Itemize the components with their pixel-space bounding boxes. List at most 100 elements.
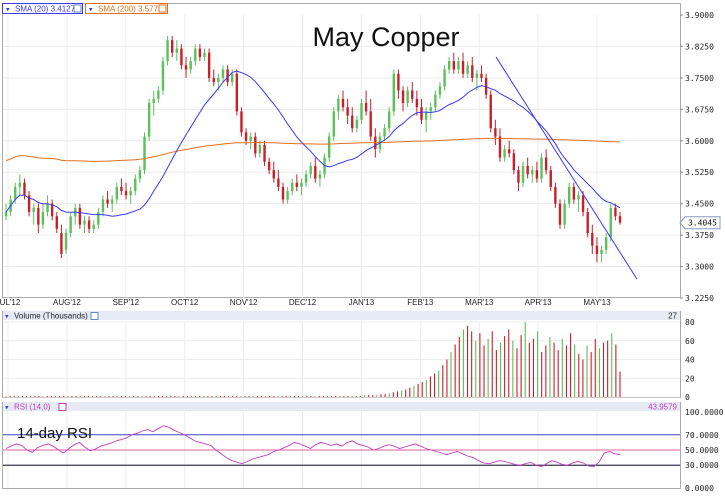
candle-body (18, 182, 22, 187)
candle-body (531, 170, 534, 175)
last-price-tag: 3.4045 (679, 216, 721, 230)
sma200-legend-label: SMA (200) 3.5775 (98, 5, 163, 14)
candle-body (64, 233, 68, 250)
candle-body (37, 207, 40, 225)
candle-body (50, 203, 54, 217)
candle-body (508, 149, 511, 154)
candle-body (447, 61, 451, 70)
sma20-legend[interactable]: ▾ SMA (20) 3.4127 (2, 3, 83, 14)
candle-body (443, 69, 446, 87)
y-ticks: 3.9000 3.8250 3.7500 3.6750 3.6000 3.5250 3.45… (680, 11, 724, 493)
candle-body (498, 136, 502, 158)
candle-body (595, 245, 599, 254)
last-price-label: 3.4045 (688, 219, 717, 228)
sma200-line (5, 137, 621, 162)
candle-body (568, 186, 571, 204)
candle-body (184, 65, 188, 70)
price-y-tick-label: 3.9000 (685, 11, 714, 20)
candle-body (554, 186, 557, 204)
candle-body (618, 216, 622, 223)
candle-body (401, 90, 405, 104)
candle-body (604, 237, 608, 250)
candle-body (110, 199, 114, 204)
candle-body (563, 203, 566, 225)
sma200-close-icon[interactable] (158, 4, 167, 13)
candle-body (189, 61, 192, 70)
price-panel-frame (2, 3, 681, 298)
candle-body (175, 48, 179, 53)
candle-body (351, 115, 354, 129)
candle-body (143, 136, 146, 171)
volume-close-icon[interactable] (90, 312, 99, 320)
candle-body (272, 170, 275, 179)
candle-body (166, 40, 169, 62)
candle-body (267, 161, 271, 171)
candle-body (526, 165, 529, 175)
x-tick-label: JAN'13 (349, 298, 375, 307)
candle-body (411, 90, 414, 99)
candle-body (157, 90, 160, 99)
candle-body (512, 153, 516, 171)
candle-body (521, 165, 525, 183)
candle-body (194, 48, 197, 62)
rsi-panel-title: RSI (14,0) (14, 403, 51, 412)
sma20-close-icon[interactable] (73, 4, 82, 13)
x-tick-label: DEC'12 (289, 298, 317, 307)
sma200-legend[interactable]: ▾ SMA (200) 3.5775 (85, 3, 168, 14)
sma200-legend-icon: ▾ (89, 6, 93, 14)
candle-body (577, 195, 580, 200)
candle-body (452, 61, 456, 70)
chart-title: May Copper (312, 22, 459, 52)
candle-body (55, 216, 58, 229)
candle-body (355, 119, 359, 129)
candle-body (41, 212, 45, 225)
candle-body (101, 199, 105, 213)
candle-body (304, 174, 308, 183)
candle-body (258, 144, 262, 154)
volume-header-bar (3, 311, 680, 320)
candle-body (203, 52, 206, 57)
candle-body (286, 191, 289, 200)
price-y-tick-label: 3.3750 (685, 231, 714, 240)
candle-body (240, 111, 243, 133)
candle-body (115, 186, 118, 200)
rsi-menu-icon[interactable]: ▾ (5, 404, 9, 412)
candle-body (558, 203, 562, 225)
sma20-legend-label: SMA (20) 3.4127 (15, 5, 76, 14)
candle-body (300, 182, 303, 187)
candle-body (161, 61, 165, 91)
rsi-close-icon[interactable] (58, 403, 67, 411)
candle-body (27, 195, 31, 213)
candle-body (92, 224, 95, 229)
candle-body (212, 77, 215, 83)
candle-body (424, 111, 428, 120)
candle-body (535, 170, 539, 179)
candle-body (97, 212, 100, 225)
price-y-tick-label: 3.8250 (685, 42, 714, 51)
candle-body (78, 207, 82, 225)
volume-menu-icon[interactable]: ▾ (5, 313, 9, 321)
candle-body (46, 203, 49, 213)
candle-body (147, 103, 151, 137)
candle-body (4, 212, 8, 217)
x-ticks: JUL'12 AUG'12 SEP'12 OCT'12 NOV'12 DEC'12 JAN'… (0, 298, 611, 307)
candle-body (392, 73, 395, 112)
volume-y-tick-label: 20 (685, 374, 695, 383)
candle-body (221, 69, 225, 78)
sma20-line (5, 70, 621, 217)
x-tick-label: OCT'12 (171, 298, 199, 307)
x-tick-label: JUL'12 (0, 298, 21, 307)
candle-body (517, 170, 520, 183)
price-y-tick-label: 3.3000 (685, 263, 714, 272)
candle-body (494, 128, 497, 137)
candle-body (586, 212, 589, 234)
candle-body (217, 77, 220, 83)
rsi-line (5, 425, 621, 468)
volume-panel-title: Volume (Thousands) (14, 312, 88, 321)
rsi-y-tick-label: 30.0000 (685, 461, 719, 470)
rsi-y-tick-label: 50.0000 (685, 446, 719, 455)
candle-body (60, 233, 63, 254)
candle-body (332, 111, 335, 137)
candle-body (360, 103, 363, 120)
